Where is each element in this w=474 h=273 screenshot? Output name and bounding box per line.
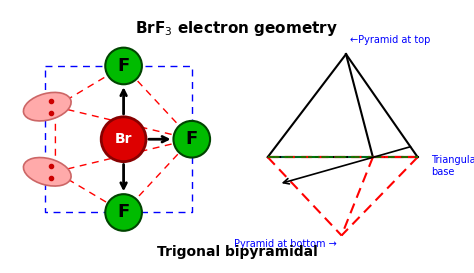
Text: Trigonal bipyramidal: Trigonal bipyramidal [156,245,318,259]
Text: Br: Br [115,132,132,146]
Text: ←Pyramid at top: ←Pyramid at top [350,35,431,45]
Text: F: F [186,130,198,148]
Text: F: F [118,57,130,75]
Ellipse shape [23,93,71,121]
Circle shape [105,194,142,231]
Text: F: F [118,203,130,221]
Circle shape [173,121,210,158]
Circle shape [101,117,146,162]
Text: Pyramid at bottom →: Pyramid at bottom → [234,239,337,250]
Text: Triangular
base: Triangular base [431,155,474,177]
Circle shape [105,48,142,84]
Text: BrF$_3$ electron geometry: BrF$_3$ electron geometry [136,19,338,38]
Ellipse shape [23,158,71,186]
